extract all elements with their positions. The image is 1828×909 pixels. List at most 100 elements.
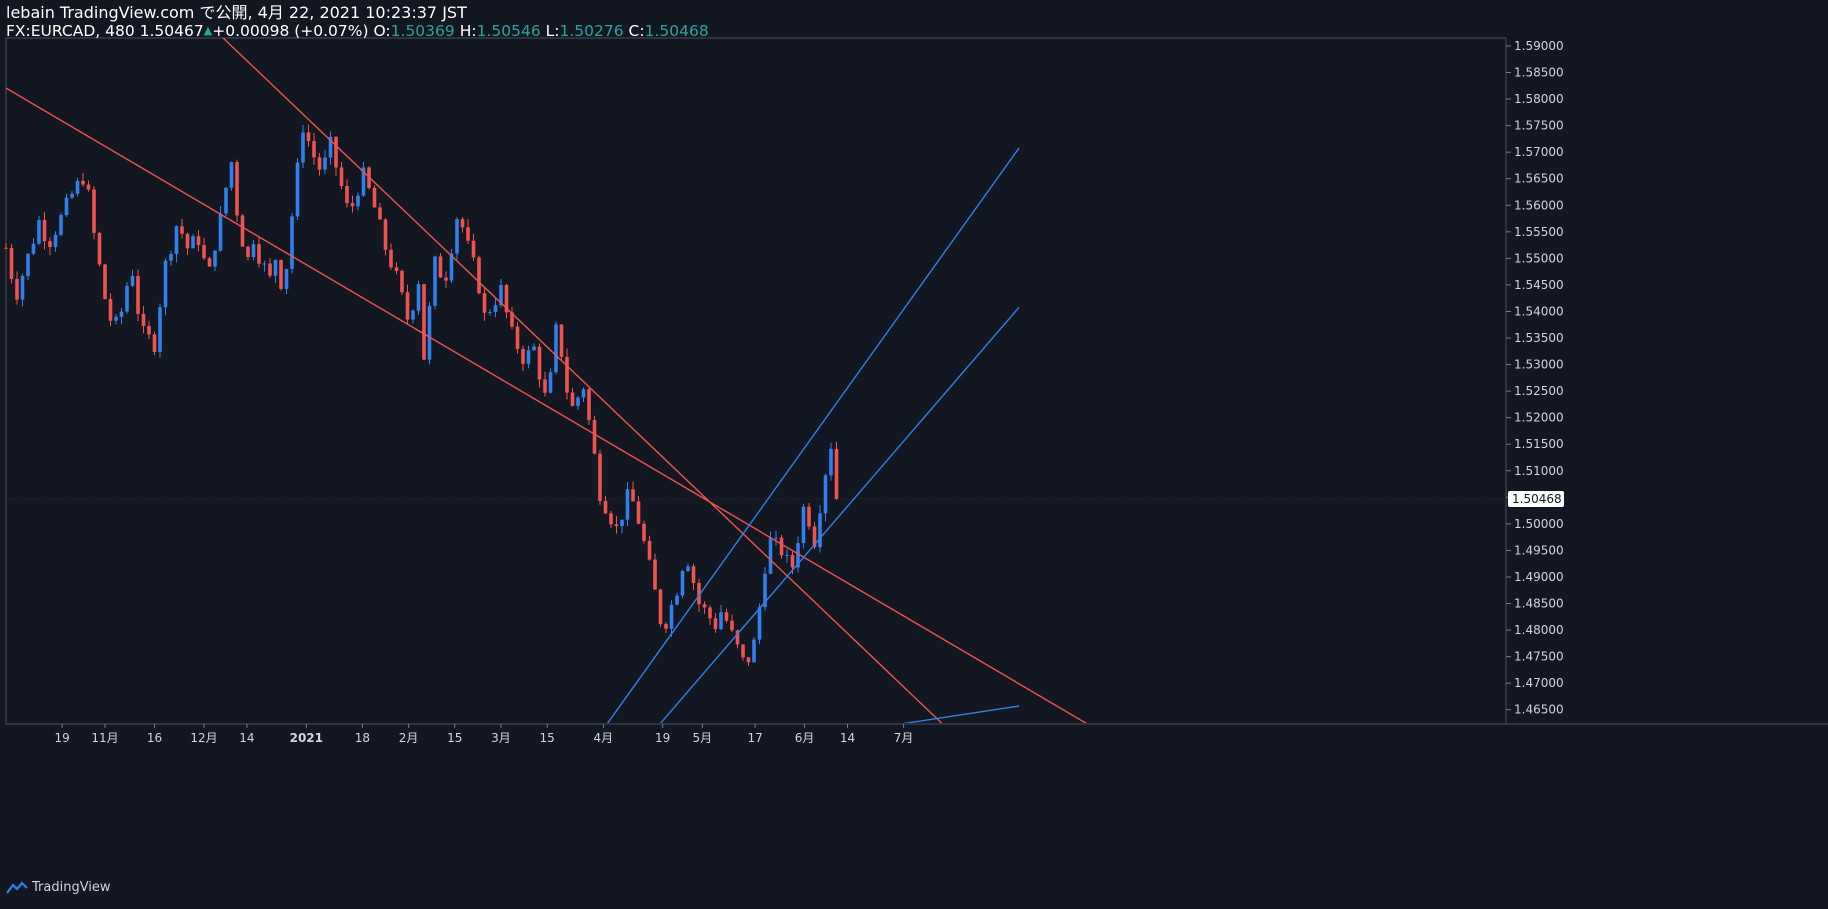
candle	[433, 255, 437, 310]
candle	[279, 259, 283, 291]
candle	[26, 253, 30, 281]
candle-body	[26, 253, 30, 276]
candle-body	[389, 249, 393, 268]
candle	[251, 240, 256, 261]
candle-body	[460, 219, 465, 228]
candle	[730, 614, 734, 633]
candle	[92, 186, 96, 240]
price-change: +0.00098 (+0.07%)	[212, 22, 369, 40]
candle-body	[730, 620, 734, 631]
candle	[427, 301, 432, 365]
candle	[521, 345, 525, 371]
candle	[290, 213, 294, 274]
x-tick-label: 12月	[190, 731, 217, 745]
candle	[246, 245, 250, 261]
trend-lines	[6, 38, 1088, 723]
candle-body	[284, 268, 289, 289]
candle-body	[229, 162, 234, 188]
candle-body	[301, 132, 305, 163]
candle	[471, 233, 476, 261]
candle	[339, 161, 344, 190]
candle-body	[306, 132, 311, 142]
candle-body	[719, 612, 723, 630]
x-tick-label: 17	[747, 731, 762, 745]
candle-body	[735, 630, 740, 645]
candle	[603, 495, 608, 515]
y-tick-label: 1.58500	[1514, 66, 1564, 80]
candle	[477, 255, 481, 295]
x-tick-label: 14	[239, 731, 254, 745]
candle-body	[510, 312, 514, 327]
candle	[4, 242, 8, 249]
candle-body	[394, 267, 399, 271]
candle-body	[97, 232, 102, 265]
candle-body	[449, 253, 454, 281]
candle	[466, 219, 470, 245]
candle	[416, 280, 421, 316]
y-tick-label: 1.53000	[1514, 358, 1564, 372]
candle	[317, 153, 322, 176]
candle-body	[631, 489, 635, 502]
candle-body	[455, 219, 459, 254]
candle-body	[581, 389, 586, 398]
candle	[70, 190, 74, 199]
candle	[174, 225, 179, 263]
y-tick-label: 1.48500	[1514, 597, 1564, 611]
candle	[59, 212, 63, 237]
candle-body	[295, 162, 300, 217]
y-tick-label: 1.57000	[1514, 145, 1564, 159]
ascending-channel-line	[659, 306, 1020, 723]
candle	[713, 613, 718, 633]
candle-body	[444, 277, 448, 281]
candle-body	[136, 276, 140, 314]
candle-body	[471, 240, 476, 258]
candle-body	[620, 519, 624, 527]
brand-footer[interactable]: TradingView	[6, 880, 111, 895]
candle-body	[686, 566, 690, 572]
x-tick-label: 18	[355, 731, 370, 745]
candle-body	[543, 379, 547, 393]
candle	[400, 269, 404, 296]
candle-body	[405, 292, 410, 320]
candle-body	[334, 136, 338, 168]
candle-body	[339, 167, 344, 186]
candle-body	[15, 278, 19, 300]
candle-body	[664, 624, 668, 629]
descending-channel-line	[222, 38, 943, 723]
candle-body	[400, 270, 404, 293]
candle-body	[174, 226, 179, 254]
candle-body	[653, 559, 657, 590]
candle	[614, 516, 619, 534]
candle-body	[180, 226, 184, 234]
candle	[136, 269, 140, 322]
candle-body	[119, 311, 124, 317]
time-axis[interactable]: 19 11月 16 12月 14 2021 18 2月 15 3月 15 4月 19 5月 17 6月 14 7月	[54, 724, 913, 745]
candle	[405, 284, 410, 325]
tradingview-logo-icon	[6, 881, 28, 894]
candle-body	[9, 247, 14, 279]
candle	[158, 303, 162, 358]
candle	[658, 588, 663, 627]
candle	[383, 217, 388, 256]
candle-body	[477, 257, 481, 294]
candle-body	[812, 526, 817, 548]
y-tick-label: 1.48000	[1514, 623, 1564, 637]
price-axis[interactable]: 1.59000 1.58500 1.58000 1.57500 1.57000 1.565…	[1506, 39, 1564, 717]
candle-body	[592, 419, 597, 454]
candle-body	[675, 595, 679, 605]
candle	[9, 244, 14, 284]
candle-body	[191, 236, 195, 249]
candle	[482, 288, 487, 321]
candle-body	[158, 307, 162, 352]
candle	[691, 563, 696, 590]
candle	[537, 343, 542, 388]
candle	[779, 535, 784, 559]
symbol-label[interactable]: FX:EURCAD, 480	[6, 22, 135, 40]
candle-body	[790, 554, 795, 568]
candle	[438, 253, 443, 278]
candle-body	[48, 241, 52, 248]
candle	[119, 307, 124, 324]
candle	[422, 283, 426, 361]
candle-body	[807, 506, 811, 527]
